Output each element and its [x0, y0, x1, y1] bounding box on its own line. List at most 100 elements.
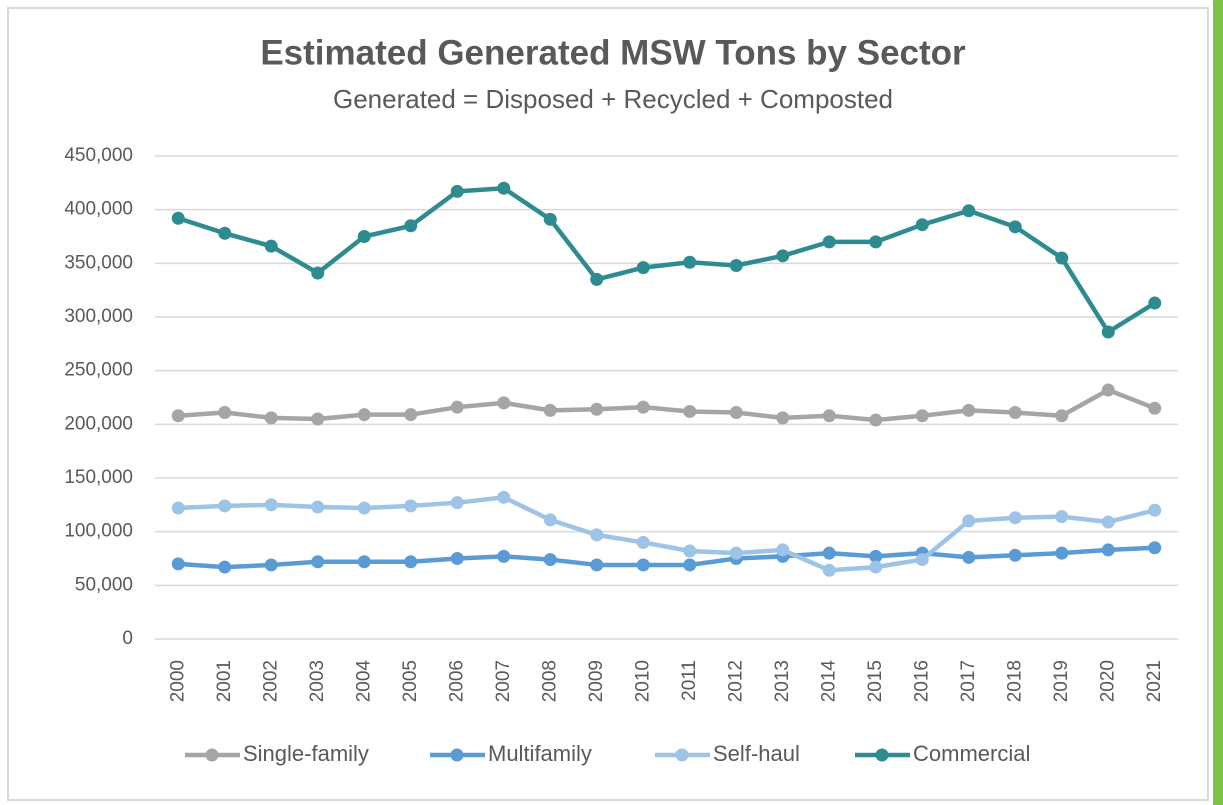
- data-point: [683, 255, 697, 269]
- x-tick-label: 2000: [167, 660, 188, 702]
- data-point: [1101, 325, 1115, 339]
- legend-label: Self-haul: [713, 741, 800, 766]
- data-point: [404, 408, 418, 422]
- data-point: [218, 499, 232, 513]
- x-tick-label: 2015: [865, 660, 886, 702]
- series-line: [178, 545, 1155, 570]
- chart-subtitle: Generated = Disposed + Recycled + Compos…: [333, 84, 893, 114]
- y-tick-label: 50,000: [75, 574, 133, 595]
- data-point: [962, 204, 976, 218]
- legend-label: Commercial: [913, 741, 1030, 766]
- chart-frame: [7, 7, 1209, 801]
- data-point: [822, 235, 836, 249]
- x-tick-label: 2019: [1051, 660, 1072, 702]
- data-point: [869, 413, 883, 427]
- data-point: [497, 490, 511, 504]
- data-point: [729, 546, 743, 560]
- data-point: [776, 249, 790, 263]
- data-point: [1055, 409, 1069, 423]
- data-point: [1148, 503, 1162, 517]
- data-point: [357, 555, 371, 569]
- data-point: [497, 181, 511, 195]
- data-point: [590, 558, 604, 572]
- y-tick-label: 300,000: [64, 306, 133, 327]
- x-tick-label: 2007: [493, 660, 514, 702]
- data-point: [264, 558, 278, 572]
- y-tick-label: 350,000: [64, 252, 133, 273]
- data-point: [683, 544, 697, 558]
- data-point: [171, 409, 185, 423]
- data-point: [962, 514, 976, 528]
- data-point: [636, 261, 650, 275]
- series-line: [177, 185, 1156, 335]
- data-point: [962, 403, 976, 417]
- y-tick-label: 450,000: [64, 145, 133, 166]
- legend-marker: [875, 748, 889, 762]
- x-tick-label: 2004: [353, 660, 374, 703]
- data-point: [1148, 296, 1162, 310]
- data-point: [450, 552, 464, 565]
- x-tick-label: 2009: [586, 660, 607, 702]
- data-point: [1101, 543, 1115, 557]
- data-point: [915, 218, 929, 232]
- series-line: [178, 495, 1156, 573]
- data-point: [1148, 541, 1162, 555]
- legend-label: Multifamily: [488, 741, 592, 766]
- x-tick-label: 2010: [632, 660, 653, 702]
- x-tick-label: 2005: [400, 660, 421, 702]
- data-point: [264, 498, 278, 512]
- series-line: [178, 387, 1156, 423]
- y-tick-label: 150,000: [64, 467, 133, 488]
- data-point: [171, 211, 185, 225]
- x-tick-label: 2011: [679, 660, 700, 701]
- data-point: [1008, 548, 1022, 562]
- legend-marker: [450, 748, 464, 762]
- data-point: [1008, 220, 1022, 234]
- data-point: [357, 408, 371, 422]
- x-tick-label: 2003: [307, 660, 328, 702]
- y-tick-label: 200,000: [64, 413, 133, 434]
- y-tick-label: 400,000: [64, 199, 133, 220]
- data-point: [869, 549, 883, 563]
- data-point: [1008, 511, 1022, 525]
- data-point: [404, 219, 418, 233]
- y-tick-label: 250,000: [64, 360, 133, 381]
- data-point: [776, 543, 790, 557]
- data-point: [962, 550, 976, 564]
- data-point: [869, 560, 883, 574]
- data-point: [450, 400, 464, 414]
- legend-marker: [205, 748, 219, 762]
- x-tick-label: 2020: [1097, 660, 1118, 702]
- data-point: [311, 555, 325, 569]
- x-tick-label: 2002: [260, 660, 281, 702]
- data-point: [543, 553, 557, 567]
- data-point: [171, 501, 185, 515]
- legend-label: Single-family: [243, 741, 369, 766]
- data-point: [590, 402, 604, 416]
- data-point: [822, 563, 836, 577]
- data-point: [636, 558, 650, 572]
- data-point: [264, 411, 278, 425]
- data-point: [218, 406, 232, 420]
- data-point: [729, 258, 743, 272]
- data-point: [450, 184, 464, 198]
- data-point: [311, 500, 325, 514]
- data-point: [1055, 546, 1069, 560]
- x-tick-label: 2012: [725, 660, 746, 702]
- legend-marker: [675, 748, 689, 762]
- data-point: [497, 549, 511, 563]
- data-point: [497, 396, 511, 410]
- data-point: [357, 501, 371, 515]
- data-point: [404, 555, 418, 569]
- edge-strip: [1213, 0, 1223, 805]
- data-point: [543, 403, 557, 417]
- y-tick-label: 100,000: [64, 521, 133, 542]
- data-point: [171, 557, 185, 571]
- x-tick-label: 2021: [1144, 660, 1165, 702]
- data-point: [636, 535, 650, 549]
- data-point: [683, 558, 697, 572]
- data-point: [264, 239, 278, 253]
- x-tick-label: 2017: [958, 660, 979, 702]
- data-point: [1101, 383, 1115, 397]
- data-point: [543, 513, 557, 527]
